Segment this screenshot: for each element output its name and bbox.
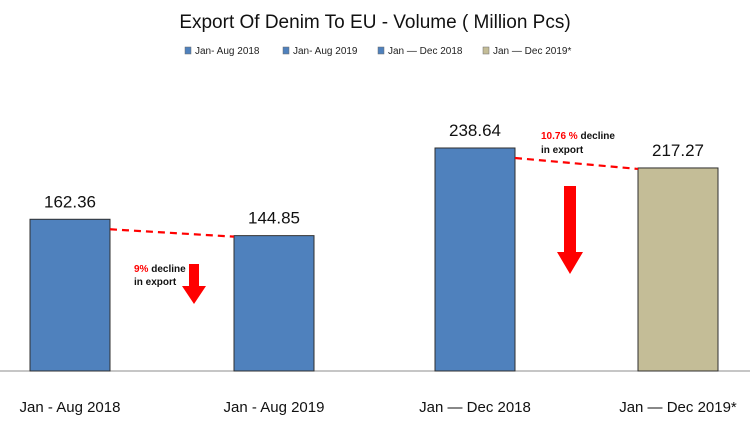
decline-annotation-line2: in export [541,145,584,156]
bar [434,147,516,372]
legend-item: Jan- Aug 2019 [293,46,358,57]
x-tick-label: Jan - Aug 2019 [224,399,325,416]
x-tick-label: Jan - Aug 2018 [20,399,121,416]
annotations-group: 9% decline in export 10.76 % decline in exp… [109,131,639,304]
x-axis-ticks: Jan - Aug 2018 Jan - Aug 2019 Jan — Dec 20… [20,399,737,416]
data-label: 162.36 [44,192,96,211]
x-tick-label: Jan — Dec 2019* [619,399,737,416]
legend-item: Jan — Dec 2019* [493,46,571,57]
down-arrow-icon [182,264,206,304]
legend-swatch [482,46,490,55]
decline-annotation-line2: in export [134,277,177,288]
chart-title: Export Of Denim To EU - Volume ( Million… [179,12,570,33]
legend: Jan- Aug 2018 Jan- Aug 2019 Jan — Dec 2018… [184,46,571,57]
bar [29,218,111,372]
down-arrow-icon [557,186,583,274]
x-tick-label: Jan — Dec 2018 [419,399,531,416]
legend-item: Jan — Dec 2018 [388,46,463,57]
decline-annotation: 10.76 % decline [541,131,615,142]
legend-swatch [184,46,192,55]
decline-trend-line [109,228,235,238]
bar [637,167,719,372]
decline-annotation: 9% decline [134,264,186,275]
legend-item: Jan- Aug 2018 [195,46,260,57]
data-label: 217.27 [652,141,704,160]
decline-trend-line [514,156,639,171]
data-label: 238.64 [449,121,501,140]
legend-swatch [282,46,290,55]
data-label: 144.85 [248,209,300,228]
bars-group: 162.36 144.85 238.64 217.27 [0,121,750,372]
legend-swatch [377,46,385,55]
bar [233,235,315,372]
